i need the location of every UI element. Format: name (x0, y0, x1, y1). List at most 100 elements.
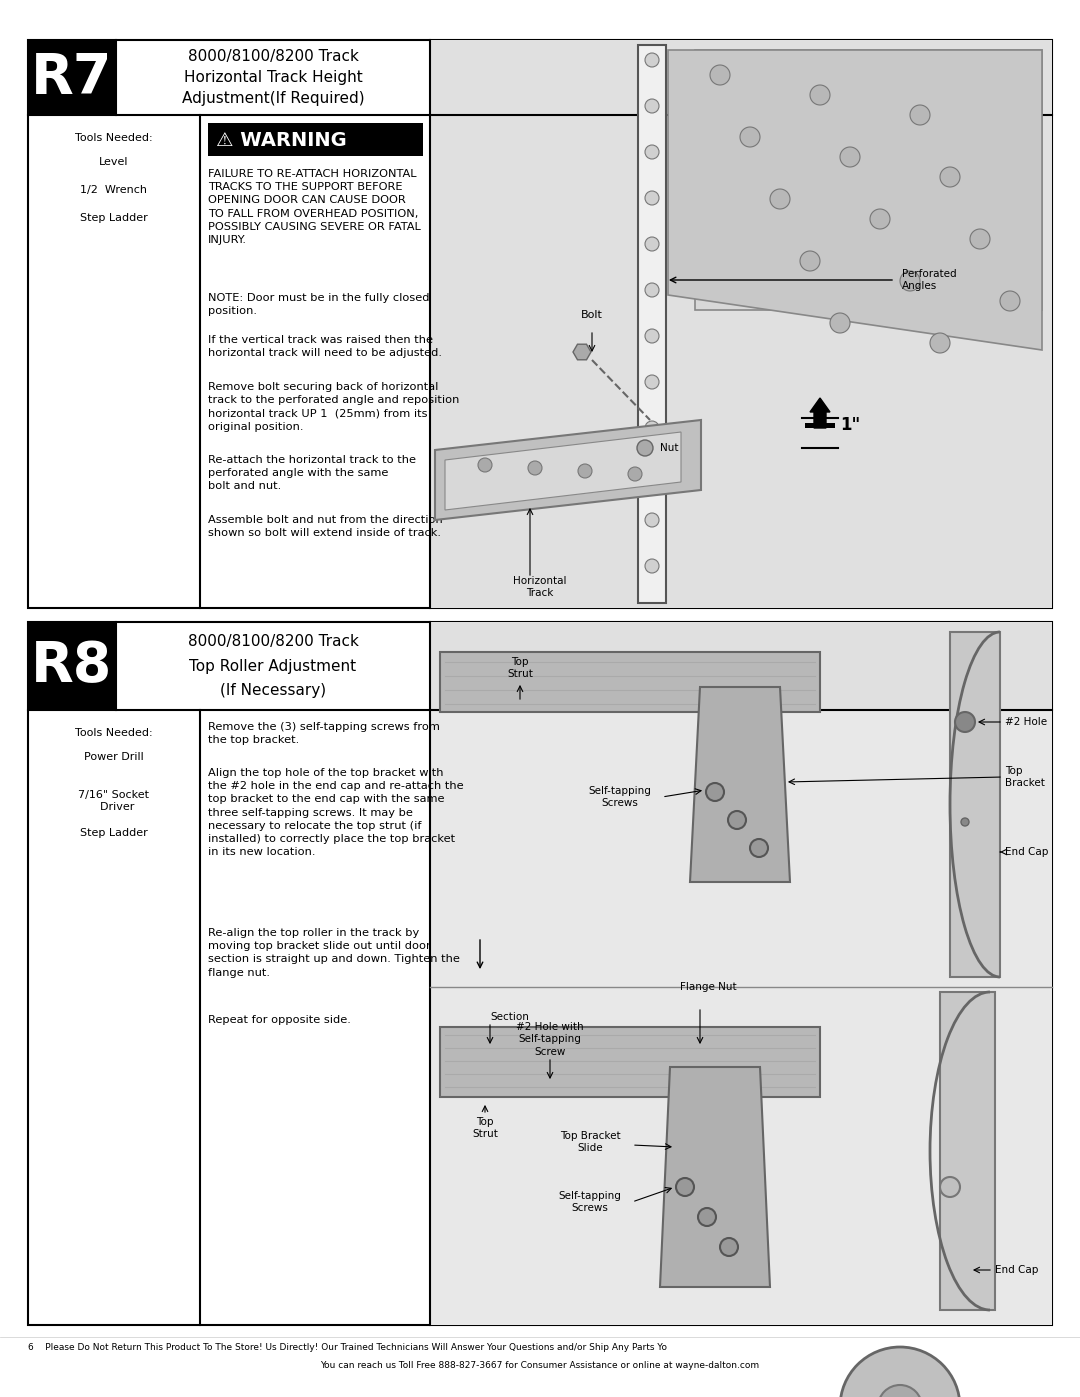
Circle shape (930, 332, 950, 353)
Circle shape (940, 168, 960, 187)
Text: R8: R8 (31, 638, 112, 693)
Text: Top
Strut: Top Strut (472, 1118, 498, 1140)
Bar (28, 41, 1052, 608)
Text: If the vertical track was raised then the
horizontal track will need to be adjus: If the vertical track was raised then th… (208, 335, 442, 358)
Bar (208, 123, 423, 156)
Circle shape (645, 330, 659, 344)
Text: Step Ladder: Step Ladder (80, 212, 148, 224)
FancyArrow shape (810, 398, 831, 427)
Circle shape (1000, 291, 1020, 312)
Circle shape (698, 1208, 716, 1227)
Circle shape (645, 99, 659, 113)
Text: Step Ladder: Step Ladder (80, 828, 148, 838)
Text: R7: R7 (31, 50, 112, 105)
Text: Horizontal Track Height: Horizontal Track Height (184, 70, 363, 85)
Bar (638, 45, 666, 604)
Circle shape (645, 513, 659, 527)
Circle shape (728, 812, 746, 828)
Text: Remove bolt securing back of horizontal
track to the perforated angle and reposi: Remove bolt securing back of horizontal … (208, 381, 459, 432)
Text: Self-tapping
Screws: Self-tapping Screws (558, 1190, 621, 1213)
Polygon shape (669, 50, 1042, 351)
Bar (430, 710, 1052, 988)
Circle shape (840, 1347, 960, 1397)
Text: FAILURE TO RE-ATTACH HORIZONTAL
TRACKS TO THE SUPPORT BEFORE
OPENING DOOR CAN CA: FAILURE TO RE-ATTACH HORIZONTAL TRACKS T… (208, 169, 421, 244)
Circle shape (578, 464, 592, 478)
Bar (430, 41, 1052, 608)
Circle shape (810, 85, 831, 105)
Circle shape (645, 467, 659, 481)
Text: Re-align the top roller in the track by
moving top bracket slide out until door
: Re-align the top roller in the track by … (208, 928, 460, 978)
Text: Remove the (3) self-tapping screws from
the top bracket.: Remove the (3) self-tapping screws from … (208, 722, 440, 745)
Bar (805, 423, 835, 427)
Text: Horizontal
Track: Horizontal Track (513, 576, 567, 598)
Text: ⚠ WARNING: ⚠ WARNING (216, 130, 347, 149)
Circle shape (900, 271, 920, 291)
Circle shape (645, 191, 659, 205)
Text: Top
Bracket: Top Bracket (1005, 766, 1044, 788)
Circle shape (645, 559, 659, 573)
Text: Power Drill: Power Drill (84, 752, 144, 761)
Text: Nut: Nut (660, 443, 678, 453)
Text: Perforated
Angles: Perforated Angles (902, 268, 957, 291)
Circle shape (645, 420, 659, 434)
Circle shape (955, 712, 975, 732)
Text: #2 Hole with
Self-tapping
Screw: #2 Hole with Self-tapping Screw (516, 1023, 584, 1056)
Text: Flange Nut: Flange Nut (680, 982, 737, 992)
Text: Self-tapping
Screws: Self-tapping Screws (589, 785, 651, 809)
Text: Assemble bolt and nut from the direction
shown so bolt will extend inside of tra: Assemble bolt and nut from the direction… (208, 515, 443, 538)
Text: 8000/8100/8200 Track: 8000/8100/8200 Track (188, 49, 359, 64)
Text: You can reach us Toll Free 888-827-3667 for Consumer Assistance or online at way: You can reach us Toll Free 888-827-3667 … (321, 1361, 759, 1369)
Text: Adjustment(If Required): Adjustment(If Required) (181, 91, 364, 106)
Circle shape (627, 467, 642, 481)
Circle shape (800, 251, 820, 271)
Circle shape (961, 819, 969, 826)
Polygon shape (440, 1027, 820, 1097)
Bar (28, 41, 116, 115)
Text: Top Bracket
Slide: Top Bracket Slide (559, 1130, 620, 1153)
Text: Top
Strut: Top Strut (508, 657, 532, 679)
Circle shape (706, 782, 724, 800)
Text: Repeat for opposite side.: Repeat for opposite side. (208, 1016, 351, 1025)
Polygon shape (690, 687, 789, 882)
Bar (28, 622, 116, 710)
Bar (430, 622, 1052, 1324)
Text: Top Roller Adjustment: Top Roller Adjustment (189, 658, 356, 673)
Circle shape (740, 127, 760, 147)
Polygon shape (573, 344, 591, 360)
Circle shape (645, 53, 659, 67)
Text: 1": 1" (840, 416, 861, 434)
Polygon shape (660, 1067, 770, 1287)
Text: 8000/8100/8200 Track: 8000/8100/8200 Track (188, 634, 359, 648)
Circle shape (878, 1384, 922, 1397)
Circle shape (840, 147, 860, 168)
Text: End Cap: End Cap (1005, 847, 1049, 856)
Text: Re-attach the horizontal track to the
perforated angle with the same
bolt and nu: Re-attach the horizontal track to the pe… (208, 455, 416, 492)
Circle shape (910, 105, 930, 124)
Polygon shape (696, 50, 1042, 310)
Polygon shape (680, 45, 1040, 291)
Bar (28, 622, 1052, 1324)
Circle shape (676, 1178, 694, 1196)
Text: Section: Section (490, 1011, 529, 1023)
Text: NOTE: Door must be in the fully closed
position.: NOTE: Door must be in the fully closed p… (208, 293, 430, 316)
Text: Tools Needed:: Tools Needed: (76, 133, 152, 142)
Text: End Cap: End Cap (995, 1266, 1038, 1275)
Bar (430, 988, 1052, 1324)
Text: Align the top hole of the top bracket with
the #2 hole in the end cap and re-att: Align the top hole of the top bracket wi… (208, 768, 463, 858)
Text: (If Necessary): (If Necessary) (220, 683, 326, 698)
Text: 7/16" Socket
  Driver: 7/16" Socket Driver (79, 789, 149, 813)
Circle shape (831, 313, 850, 332)
Circle shape (645, 374, 659, 388)
Circle shape (720, 1238, 738, 1256)
Text: Level: Level (99, 156, 129, 168)
Bar (950, 631, 1000, 977)
Text: 1/2  Wrench: 1/2 Wrench (81, 184, 148, 196)
Circle shape (750, 840, 768, 856)
Circle shape (478, 458, 492, 472)
Circle shape (940, 1178, 960, 1197)
Circle shape (710, 66, 730, 85)
Circle shape (870, 210, 890, 229)
Text: 6    Please Do Not Return This Product To The Store! Us Directly! Our Trained Te: 6 Please Do Not Return This Product To T… (28, 1344, 667, 1352)
Circle shape (645, 237, 659, 251)
Bar (940, 992, 995, 1310)
